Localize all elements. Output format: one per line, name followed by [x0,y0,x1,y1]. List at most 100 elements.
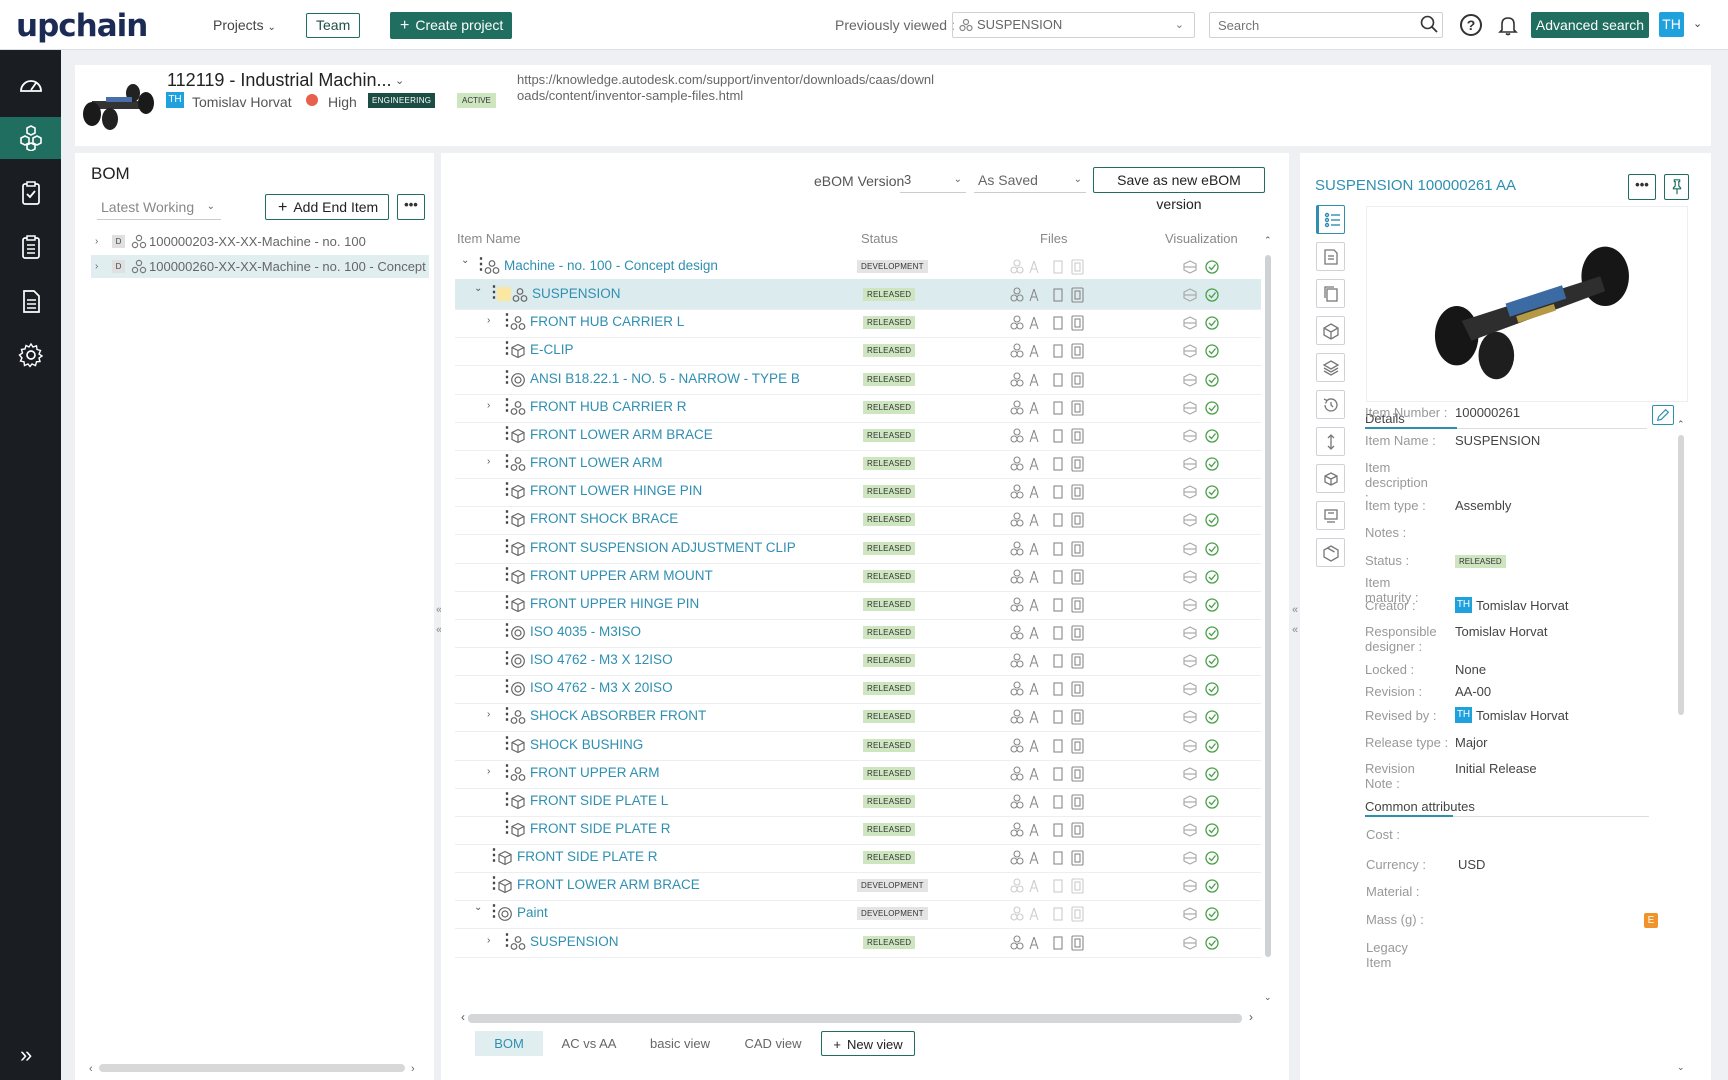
visualization-icon-group[interactable] [1182,540,1222,558]
collapse-left-icon[interactable]: « [436,624,443,636]
saved-mode-select[interactable]: As Saved ⌄ [974,168,1086,193]
bom-end-item[interactable]: › D 100000203-XX-XX-Machine - no. 100 [91,230,429,253]
row-menu-icon[interactable]: ⋮ [499,931,515,949]
bom-more-button[interactable]: ••• [397,194,425,220]
tool-where-used[interactable] [1316,427,1345,456]
tool-package[interactable] [1316,538,1345,567]
row-menu-icon[interactable]: ⋮ [499,762,515,780]
collapse-right-icon[interactable]: « [1292,604,1299,616]
nav-projects[interactable] [0,117,61,159]
visualization-icon-group[interactable] [1182,652,1222,670]
tree-item-name[interactable]: FRONT SHOCK BRACE [530,511,679,527]
chevron-right-icon[interactable]: › [487,399,491,411]
tree-item-name[interactable]: ISO 4762 - M3 X 20ISO [530,680,673,696]
save-ebom-version-button[interactable]: Save as new eBOM version [1093,167,1265,212]
create-project-button[interactable]: + Create project [390,12,512,39]
column-header-status[interactable]: Status [861,231,898,246]
visualization-icon-group[interactable] [1182,342,1222,360]
files-icon-group[interactable] [1010,483,1090,501]
tree-row[interactable]: › ⋮ FRONT HUB CARRIER R RELEASED [455,392,1261,423]
chevron-right-icon[interactable]: › [487,934,491,946]
visualization-icon-group[interactable] [1182,737,1222,755]
new-view-button[interactable]: + New view [821,1031,915,1056]
row-menu-icon[interactable]: ⋮ [499,340,515,358]
projects-menu[interactable]: Projects ⌄ [213,17,276,33]
nav-documents[interactable] [0,280,61,322]
visualization-icon-group[interactable] [1182,765,1222,783]
details-more-button[interactable]: ••• [1628,174,1656,200]
visualization-icon-group[interactable] [1182,455,1222,473]
tree-vertical-scrollbar[interactable]: ⌃ ⌄ [1264,235,1272,1002]
row-menu-icon[interactable]: ⋮ [499,424,515,442]
visualization-icon-group[interactable] [1182,511,1222,529]
tree-item-name[interactable]: FRONT SIDE PLATE R [517,849,658,865]
tree-item-name[interactable]: Paint [517,905,548,921]
tree-item-name[interactable]: ISO 4762 - M3 X 12ISO [530,652,673,668]
row-menu-icon[interactable]: ⋮ [499,734,515,752]
tree-row[interactable]: ⌄ ⋮ Paint DEVELOPMENT [455,898,1261,930]
files-icon-group[interactable] [1010,596,1090,614]
files-icon-group[interactable] [1010,314,1090,332]
visualization-icon-group[interactable] [1182,483,1222,501]
tab-ac-vs-aa[interactable]: AC vs AA [561,1036,617,1051]
tree-item-name[interactable]: FRONT UPPER ARM [530,764,660,780]
upchain-logo[interactable]: upchain [16,8,148,44]
tree-item-name[interactable]: FRONT SUSPENSION ADJUSTMENT CLIP [530,539,796,555]
tree-item-name[interactable]: FRONT LOWER ARM BRACE [530,426,713,442]
chevron-right-icon[interactable]: › [95,236,99,247]
tree-item-name[interactable]: FRONT LOWER HINGE PIN [530,483,703,499]
nav-changes[interactable] [0,226,61,268]
visualization-icon-group[interactable] [1182,399,1222,417]
advanced-search-button[interactable]: Advanced search [1531,12,1649,38]
help-icon[interactable]: ? [1460,14,1482,36]
files-icon-group[interactable] [1010,455,1090,473]
column-header-item-name[interactable]: Item Name [457,231,521,246]
tree-item-name[interactable]: SHOCK BUSHING [530,736,644,752]
scroll-left-icon[interactable]: ‹ [461,1010,465,1024]
add-end-item-button[interactable]: + Add End Item [265,194,389,220]
tree-item-name[interactable]: SUSPENSION [532,286,621,302]
row-menu-icon[interactable]: ⋮ [499,819,515,836]
tree-item-name[interactable]: FRONT SIDE PLATE L [530,792,669,808]
row-menu-icon[interactable]: ⋮ [473,256,489,273]
tree-row[interactable]: ⋮ FRONT LOWER ARM BRACE RELEASED [455,420,1261,451]
visualization-icon-group[interactable] [1182,849,1222,867]
tree-row[interactable]: › ⋮ FRONT HUB CARRIER L RELEASED [455,307,1261,339]
row-menu-icon[interactable]: ⋮ [499,396,515,414]
details-vertical-scrollbar[interactable]: ⌃ ⌄ [1677,419,1685,1072]
row-menu-icon[interactable]: ⋮ [499,678,515,696]
nav-dashboard[interactable] [0,64,61,106]
tool-details[interactable] [1316,205,1345,234]
tab-cad-view[interactable]: CAD view [744,1036,802,1051]
scroll-up-icon[interactable]: ⌃ [1264,235,1272,245]
row-menu-icon[interactable]: ⋮ [499,790,515,808]
tree-item-name[interactable]: FRONT HUB CARRIER L [530,314,685,330]
tree-item-name[interactable]: ANSI B18.22.1 - NO. 5 - NARROW - TYPE B [530,370,800,386]
search-input[interactable] [1209,12,1443,38]
scroll-right-icon[interactable]: › [411,1063,415,1075]
nav-tasks[interactable] [0,172,61,214]
tree-row[interactable]: › ⋮ FRONT UPPER ARM RELEASED [455,758,1261,789]
tree-row[interactable]: ⋮ FRONT SHOCK BRACE RELEASED [455,504,1261,536]
tree-row[interactable]: ⋮ FRONT LOWER HINGE PIN RELEASED [455,476,1261,508]
row-menu-icon[interactable]: ⋮ [499,650,515,668]
row-menu-icon[interactable]: ⋮ [499,312,515,330]
ebom-version-select[interactable]: 3 ⌄ [900,168,966,193]
visualization-icon-group[interactable] [1182,680,1222,698]
files-icon-group[interactable] [1010,399,1090,417]
files-icon-group[interactable] [1010,737,1090,755]
tree-item-name[interactable]: FRONT LOWER ARM BRACE [517,877,700,893]
files-icon-group[interactable] [1010,793,1090,811]
files-icon-group[interactable] [1010,286,1090,304]
tree-item-name[interactable]: Machine - no. 100 - Concept design [504,258,718,273]
tree-row[interactable]: ⋮ ISO 4762 - M3 X 12ISO RELEASED [455,645,1261,677]
files-icon-group[interactable] [1010,342,1090,360]
visualization-icon-group[interactable] [1182,568,1222,586]
tree-item-name[interactable]: E-CLIP [530,342,574,358]
tree-row[interactable]: ⋮ FRONT SIDE PLATE L RELEASED [455,786,1261,817]
tab-bom[interactable]: BOM [475,1031,543,1056]
tool-files[interactable] [1316,279,1345,308]
row-menu-icon[interactable]: ⋮ [499,537,515,555]
row-menu-icon[interactable]: ⋮ [499,706,515,724]
files-icon-group[interactable] [1010,821,1090,839]
